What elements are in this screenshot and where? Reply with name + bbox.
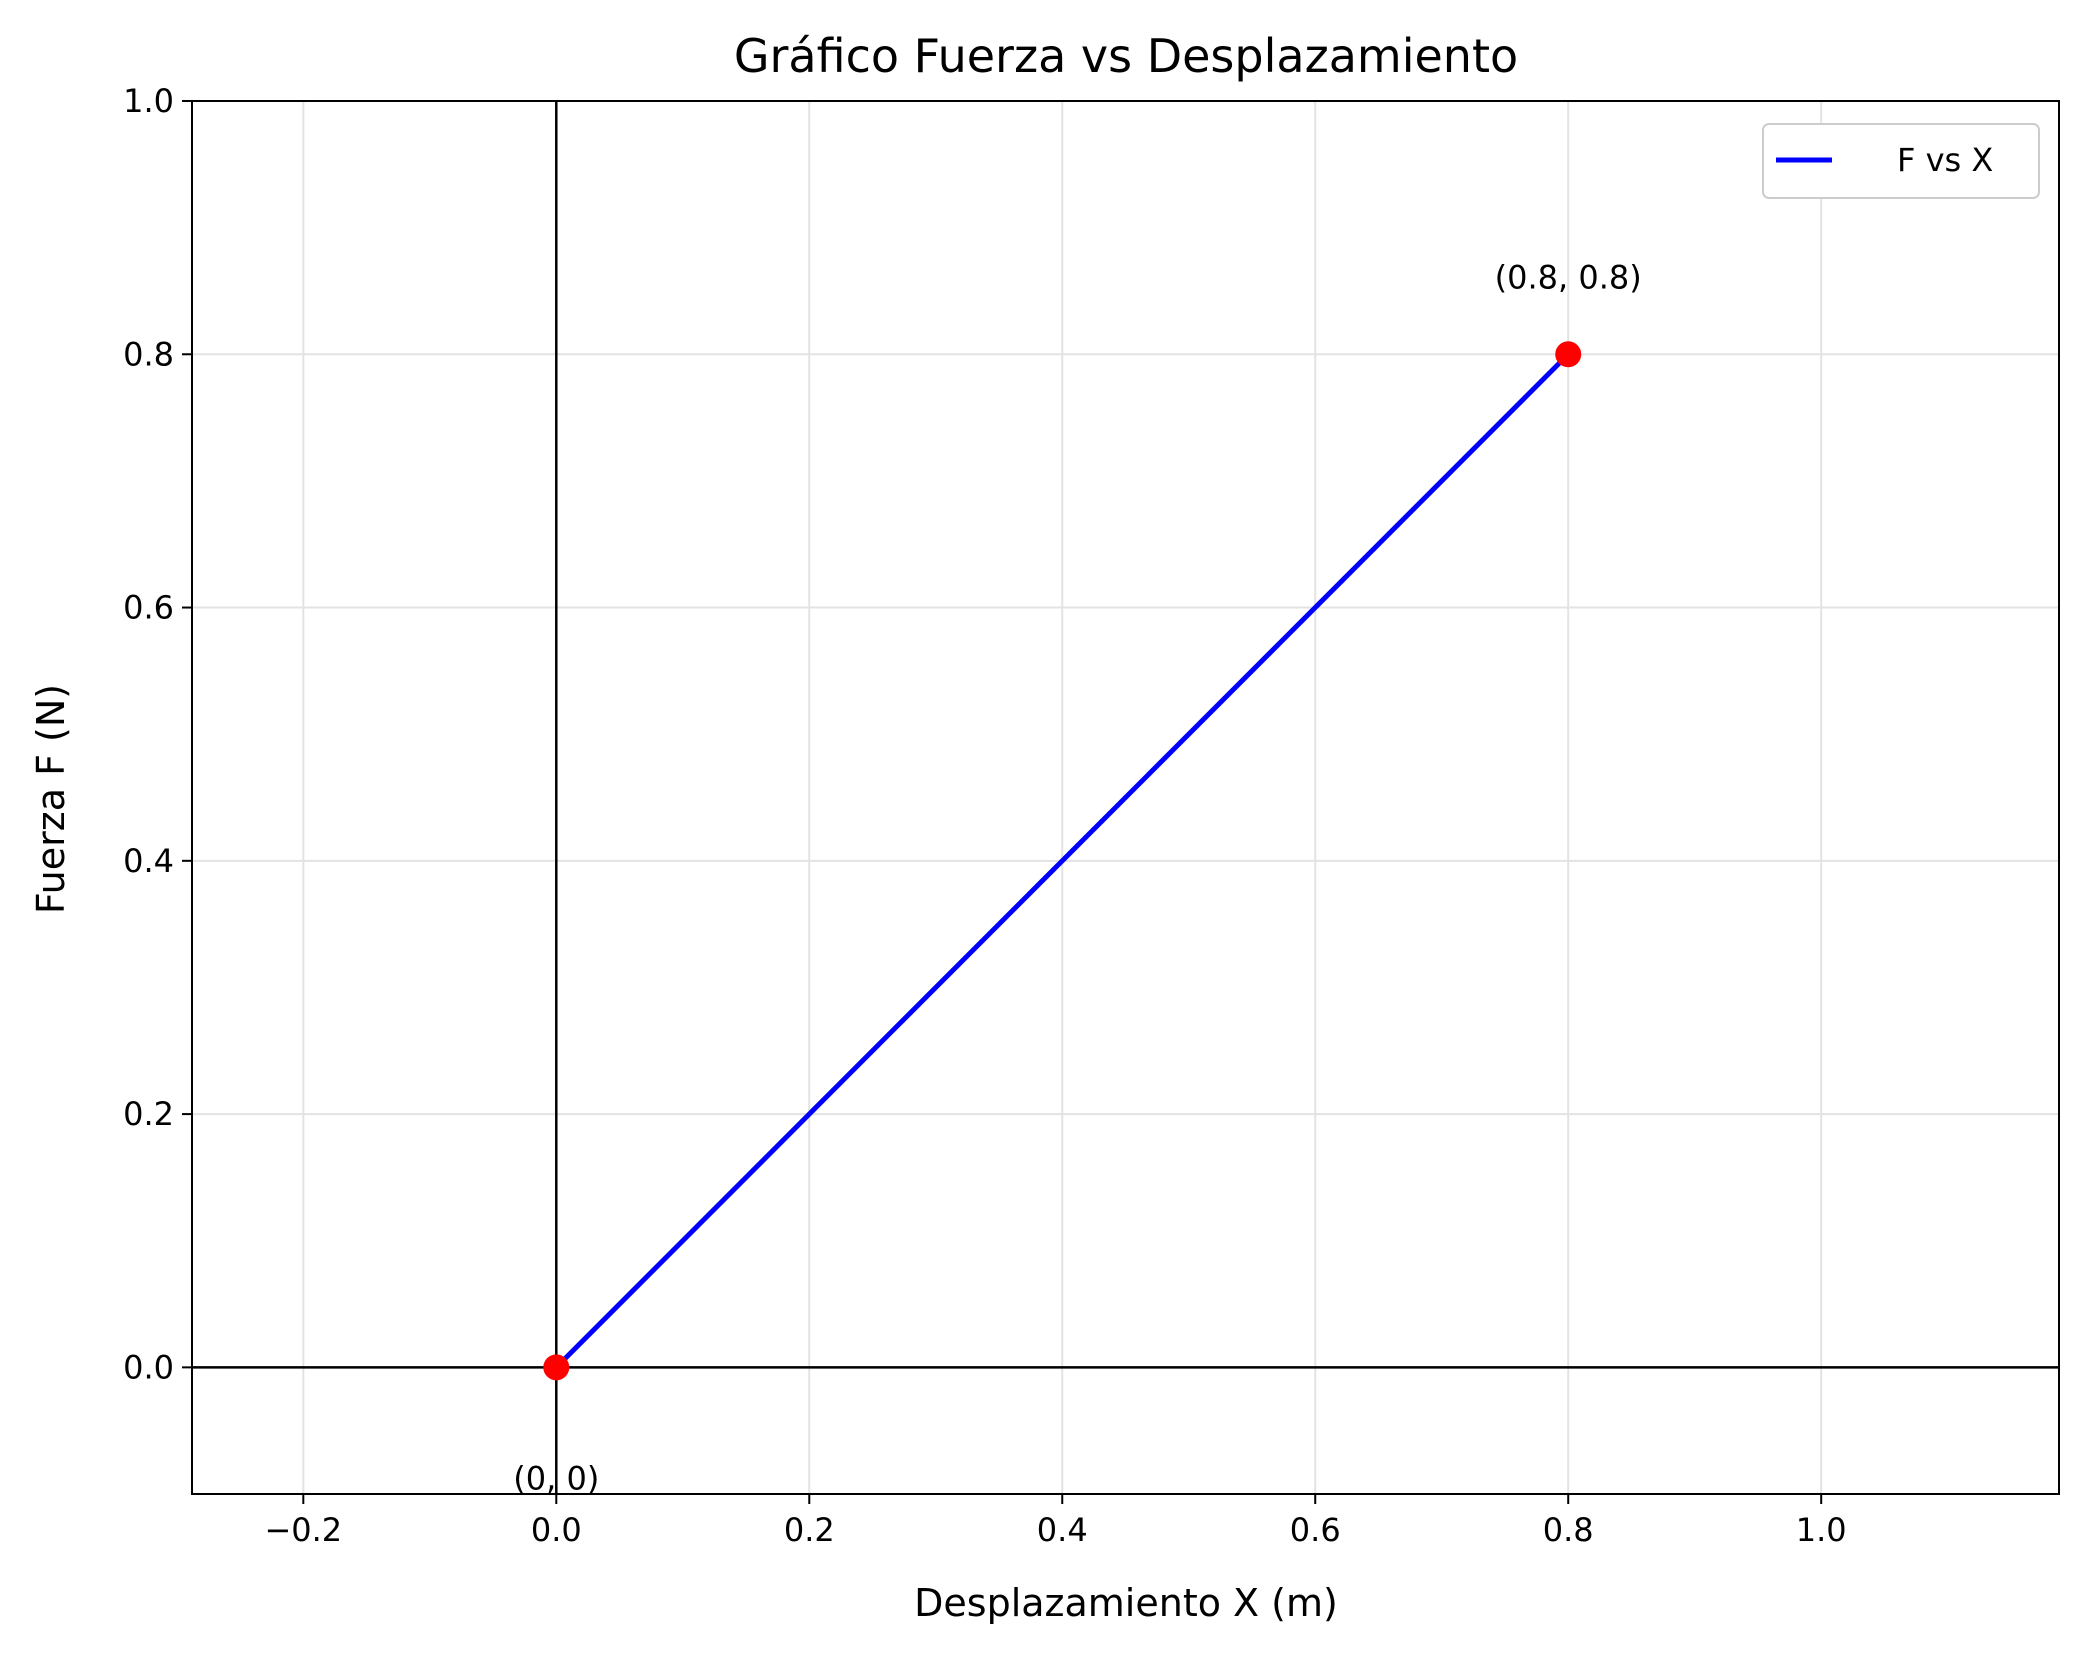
x-tick-label: 1.0	[1796, 1511, 1847, 1549]
y-tick-label: 0.4	[123, 842, 174, 880]
point-annotation: (0, 0)	[513, 1459, 599, 1497]
plot-frame	[191, 100, 2060, 1495]
y-tick-label: 0.2	[123, 1095, 174, 1133]
points-layer: (0, 0) (0.8, 0.8)	[513, 258, 1641, 1497]
point-annotation: (0.8, 0.8)	[1495, 258, 1642, 296]
y-tick-label: 0.0	[123, 1348, 174, 1386]
legend-box	[1762, 123, 2040, 199]
x-tick-label: −0.2	[264, 1511, 342, 1549]
x-tick-label: 0.8	[1543, 1511, 1594, 1549]
chart-title: Gráfico Fuerza vs Desplazamiento	[734, 29, 1518, 83]
series-layer	[554, 352, 1570, 1370]
reference-lines	[192, 101, 2059, 1494]
legend: F vs X	[1762, 123, 2040, 199]
x-tick-label: 0.6	[1290, 1511, 1341, 1549]
x-tick-label: 0.0	[531, 1511, 582, 1549]
legend-label: F vs X	[1897, 141, 1993, 179]
x-tick-label: 0.2	[784, 1511, 835, 1549]
ticks: −0.2 0.0 0.2 0.4 0.6 0.8 1.0 0.0 0.2 0.4 0.6 0.8 1.0	[123, 82, 1847, 1549]
data-point-marker	[1555, 341, 1582, 368]
y-tick-label: 1.0	[123, 82, 174, 120]
data-point-marker	[543, 1354, 570, 1381]
series-line	[554, 352, 1570, 1370]
y-tick-label: 0.6	[123, 589, 174, 627]
x-axis-label: Desplazamiento X (m)	[914, 1581, 1338, 1625]
y-tick-label: 0.8	[123, 335, 174, 373]
x-tick-label: 0.4	[1037, 1511, 1088, 1549]
y-axis-label: Fuerza F (N)	[29, 684, 73, 914]
